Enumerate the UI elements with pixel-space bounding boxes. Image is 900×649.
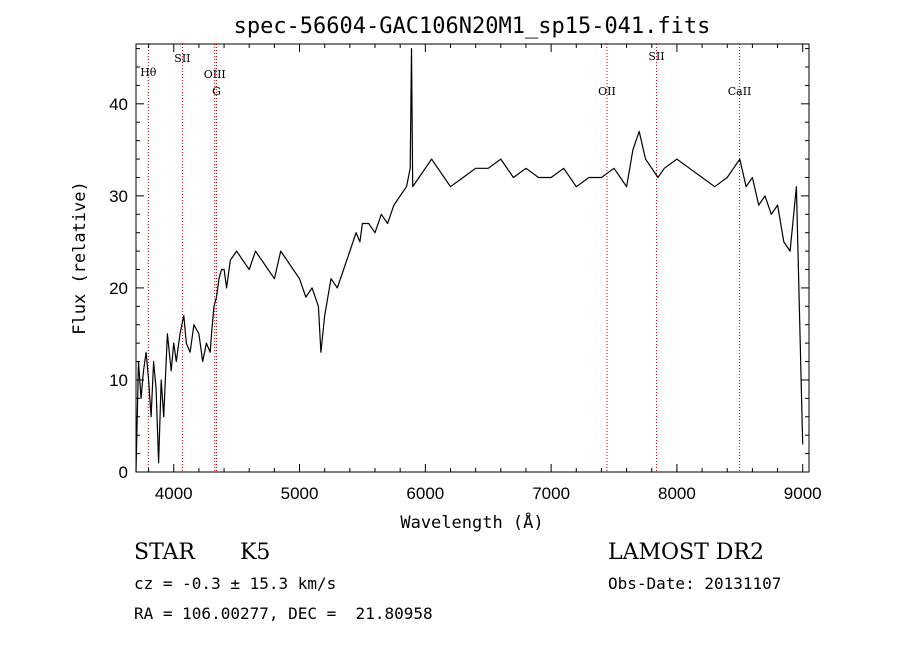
survey-name: LAMOST DR2 — [608, 540, 764, 565]
x-tick-label: 8000 — [658, 484, 696, 503]
x-tick-label: 6000 — [406, 484, 444, 503]
y-tick-label: 10 — [109, 371, 128, 390]
x-axis-ticks: 4000 5000 6000 7000 8000 9000 — [148, 44, 822, 503]
line-markers: Hθ SII OIII G OII SII CaII — [140, 44, 751, 472]
x-axis-label: Wavelength (Å) — [400, 511, 543, 533]
y-tick-label: 0 — [119, 463, 128, 482]
chart-title: spec-56604-GAC106N20M1_sp15-041.fits — [234, 14, 711, 39]
coordinates: RA = 106.00277, DEC = 21.80958 — [134, 604, 433, 623]
x-tick-label: 7000 — [532, 484, 570, 503]
y-axis-label: Flux (relative) — [70, 181, 90, 335]
observation-date: Obs-Date: 20131107 — [608, 574, 782, 593]
y-tick-label: 20 — [109, 279, 128, 298]
y-tick-label: 40 — [109, 95, 128, 114]
spectrum-line — [135, 47, 804, 473]
x-tick-label: 9000 — [784, 484, 822, 503]
object-subclass: K5 — [240, 540, 271, 565]
line-marker-label: CaII — [728, 85, 752, 98]
line-marker-label: G — [212, 85, 221, 98]
object-class: STAR — [134, 540, 195, 565]
y-axis-ticks: 0 10 20 30 40 — [109, 48, 809, 482]
series-group — [135, 47, 804, 473]
x-tick-label: 5000 — [281, 484, 319, 503]
line-marker-label: OII — [598, 85, 616, 98]
line-marker-label: OIII — [204, 68, 226, 81]
line-marker-label: Hθ — [140, 66, 157, 79]
line-marker-label: SII — [648, 50, 664, 63]
redshift-velocity: cz = -0.3 ± 15.3 km/s — [134, 574, 337, 593]
y-tick-label: 30 — [109, 187, 128, 206]
x-tick-label: 4000 — [155, 484, 193, 503]
line-marker-label: SII — [174, 52, 190, 65]
plot-frame — [135, 43, 810, 473]
